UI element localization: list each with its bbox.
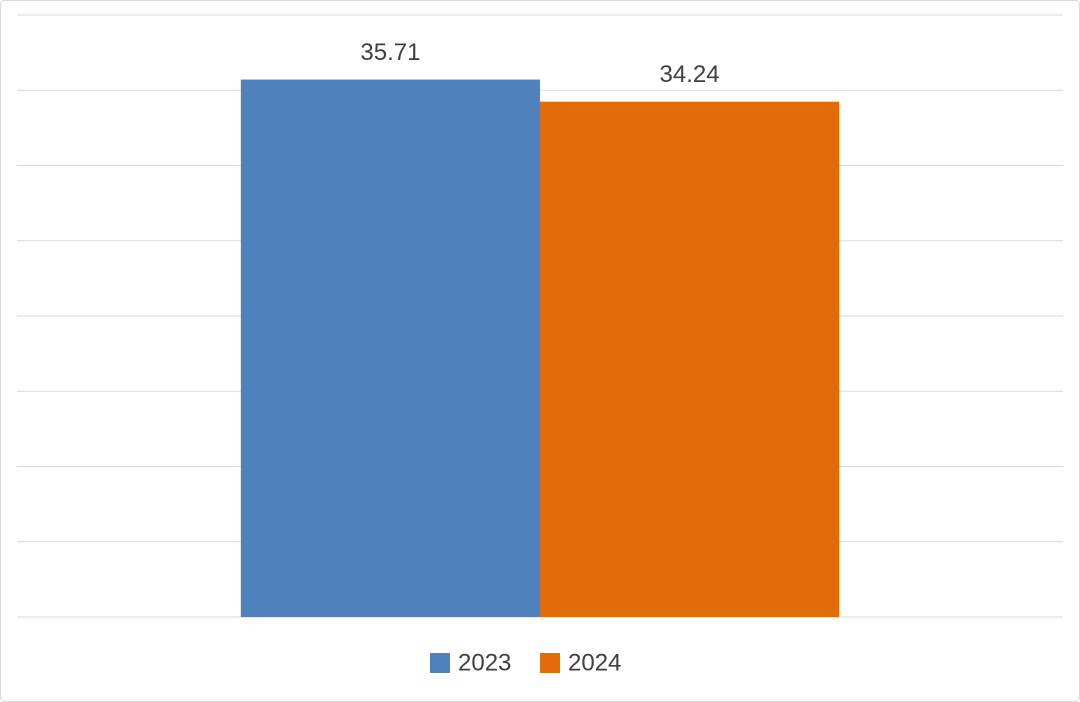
bar [540, 101, 840, 618]
value-label: 35.71 [360, 39, 420, 66]
legend-swatch [540, 653, 560, 673]
legend-label: 2023 [458, 649, 511, 676]
bar [240, 79, 540, 617]
value-label: 34.24 [660, 61, 720, 88]
legend-label: 2024 [568, 649, 621, 676]
legend-swatch [430, 653, 450, 673]
